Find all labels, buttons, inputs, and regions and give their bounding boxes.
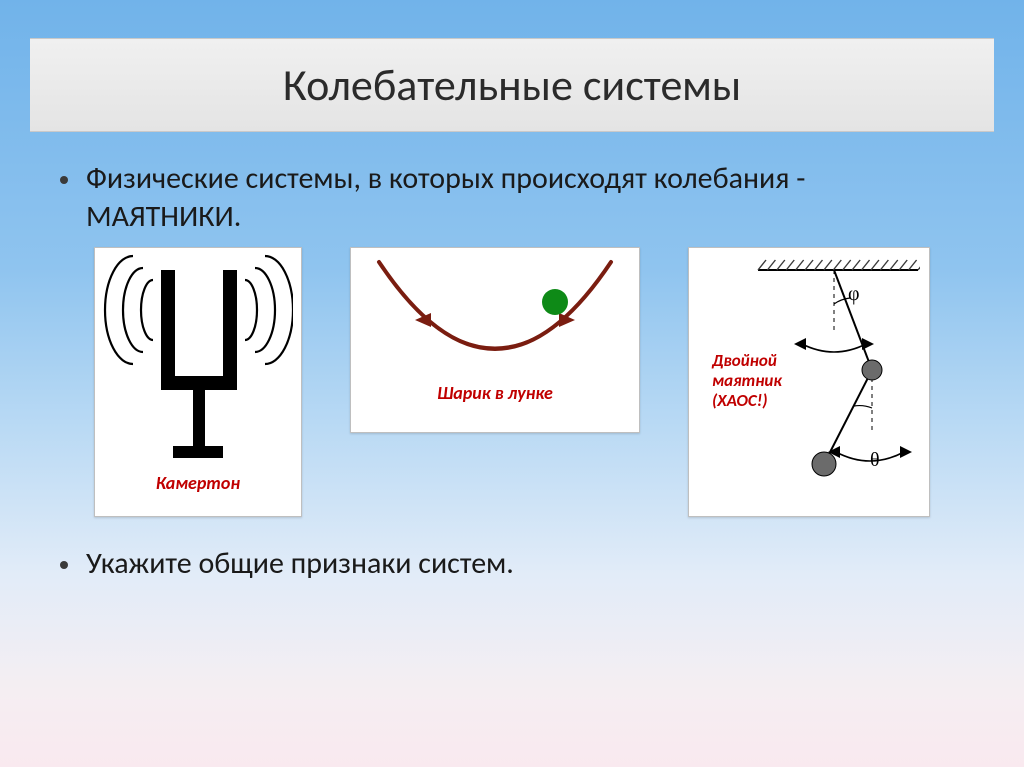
svg-text:θ: θ [870,449,880,471]
bullet-1-text: Физические системы, в которых происходят… [86,160,964,235]
figure-double-pendulum: φ θ Двойноймаятник(ХАОС!) [688,247,930,517]
double-pendulum-diagram: φ θ Двойноймаятник(ХАОС!) [698,248,920,498]
tuning-fork-caption: Камертон [156,472,240,494]
ball-in-hole-caption: Шарик в лунке [437,382,553,404]
bullet-dot-icon [60,561,68,569]
title-band: Колебательные системы [30,38,994,132]
bullet-2-text: Укажите общие признаки систем. [86,545,514,583]
figure-ball-in-hole: Шарик в лунке [350,247,640,433]
bullet-dot-icon [60,176,68,184]
slide: { "title": "Колебательные системы", "tit… [0,0,1024,767]
slide-body: Физические системы, в которых происходят… [60,160,964,595]
figure-tuning-fork: Камертон [94,247,302,517]
ball-in-hole-diagram [361,248,629,378]
svg-text:φ: φ [848,283,860,305]
bullet-2: Укажите общие признаки систем. [60,545,964,583]
figure-row: Камертон Шарик в лунке φ θ Двойноймаятник(… [94,247,964,517]
slide-title: Колебательные системы [283,58,741,112]
bullet-1: Физические системы, в которых происходят… [60,160,964,235]
tuning-fork-diagram [103,248,293,468]
svg-text:Двойноймаятник(ХАОС!): Двойноймаятник(ХАОС!) [711,350,782,411]
